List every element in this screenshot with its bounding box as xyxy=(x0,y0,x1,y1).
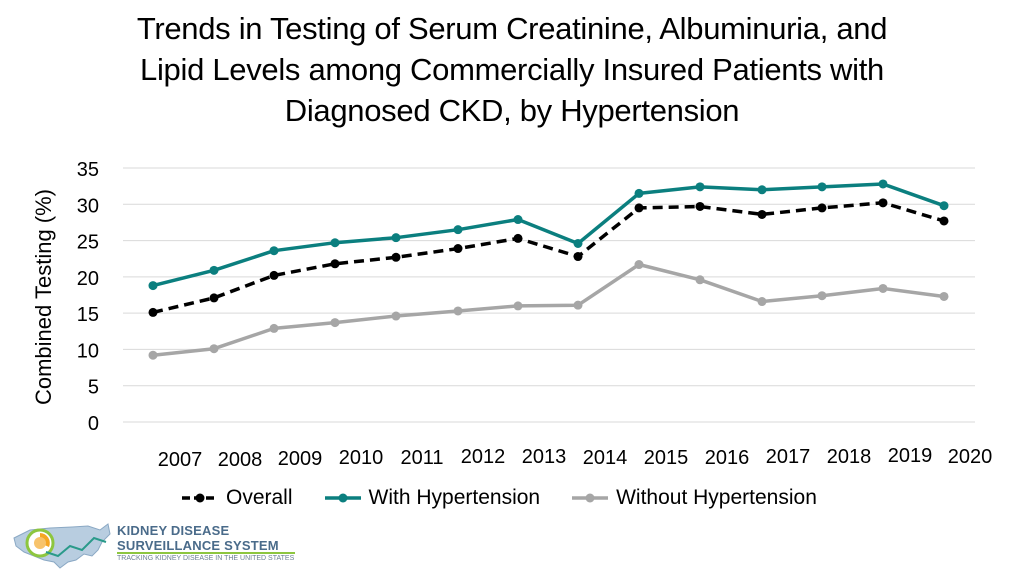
data-point xyxy=(148,350,158,360)
x-tick-label: 2011 xyxy=(400,447,443,469)
legend-swatch-marker xyxy=(195,493,205,503)
data-point xyxy=(453,244,463,254)
data-point xyxy=(817,182,827,192)
x-tick-label: 2019 xyxy=(888,445,933,467)
y-tick-label: 25 xyxy=(77,232,99,254)
legend-label: With Hypertension xyxy=(368,486,541,509)
legend-swatch xyxy=(182,493,218,503)
data-point xyxy=(330,238,340,248)
title-line-1: Trends in Testing of Serum Creatinine, A… xyxy=(136,11,888,46)
data-point xyxy=(209,293,219,303)
data-point xyxy=(695,275,705,285)
data-point xyxy=(634,260,644,270)
legend-item: With Hypertension xyxy=(323,486,541,510)
logo-divider xyxy=(117,552,295,554)
logo-line-3: TRACKING KIDNEY DISEASE IN THE UNITED ST… xyxy=(117,555,295,562)
x-tick-label: 2020 xyxy=(948,446,993,468)
data-point xyxy=(330,318,340,328)
data-point xyxy=(634,203,644,213)
data-point xyxy=(391,233,401,243)
data-point xyxy=(330,259,340,269)
us-map-logo-icon xyxy=(13,523,111,569)
x-tick-label: 2009 xyxy=(278,448,323,470)
legend-swatch-marker xyxy=(338,493,348,503)
data-point xyxy=(878,179,888,189)
y-tick-label: 0 xyxy=(88,413,99,435)
data-point xyxy=(148,307,158,317)
x-tick-label: 2013 xyxy=(522,446,567,468)
data-point xyxy=(513,301,523,311)
data-point xyxy=(634,188,644,198)
data-point xyxy=(878,198,888,208)
x-tick-label: 2017 xyxy=(766,446,811,468)
legend-swatch xyxy=(572,493,609,503)
y-tick-label: 35 xyxy=(77,159,99,181)
y-tick-label: 20 xyxy=(77,268,99,290)
data-point xyxy=(453,225,463,235)
data-point xyxy=(757,209,767,219)
data-point xyxy=(817,291,827,301)
x-tick-label: 2015 xyxy=(644,447,689,469)
data-point xyxy=(573,300,583,310)
title-line-3: Diagnosed CKD, by Hypertension xyxy=(284,93,740,128)
x-tick-label: 2016 xyxy=(705,447,750,469)
y-tick-label: 5 xyxy=(88,377,99,399)
data-point xyxy=(695,182,705,192)
x-tick-label: 2010 xyxy=(339,447,384,469)
data-point xyxy=(148,281,158,291)
x-tick-label: 2018 xyxy=(827,446,872,468)
data-point xyxy=(695,201,705,211)
data-point xyxy=(269,323,279,333)
data-point xyxy=(209,344,219,354)
data-point xyxy=(573,252,583,262)
data-point xyxy=(878,283,888,293)
data-point xyxy=(513,215,523,225)
series-line-with-hypertension xyxy=(152,182,945,288)
data-point xyxy=(817,203,827,213)
data-point xyxy=(939,291,949,301)
data-point xyxy=(391,311,401,321)
data-point xyxy=(573,238,583,248)
series-line-without-hypertension xyxy=(152,262,945,357)
x-tick-label: 2012 xyxy=(461,446,506,468)
data-point xyxy=(757,297,767,307)
chart-title: Trends in Testing of Serum Creatinine, A… xyxy=(40,8,984,131)
legend-label: Without Hypertension xyxy=(616,486,817,509)
data-point xyxy=(209,265,219,275)
data-point xyxy=(269,246,279,256)
data-point xyxy=(391,252,401,262)
legend-item: Overall xyxy=(180,486,293,510)
y-tick-label: 15 xyxy=(77,304,99,326)
title-line-2: Lipid Levels among Commercially Insured … xyxy=(140,52,884,87)
y-tick-label: 10 xyxy=(77,340,99,362)
legend-swatch xyxy=(324,493,361,503)
data-point xyxy=(453,306,463,316)
line-chart: 0 5 10 15 20 25 30 35 2007 2008 2009 2010 2011 2012 20… xyxy=(77,159,993,471)
logo-line-1: KIDNEY DISEASE xyxy=(117,523,230,538)
kdss-logo: KIDNEY DISEASE SURVEILLANCE SYSTEM TRACK… xyxy=(10,516,300,572)
data-point xyxy=(757,185,767,195)
data-point xyxy=(939,216,949,226)
data-point xyxy=(513,233,523,243)
legend-item: Without Hypertension xyxy=(570,486,817,510)
x-tick-label: 2014 xyxy=(583,447,628,469)
x-tick-label: 2008 xyxy=(218,449,263,471)
data-point xyxy=(939,201,949,211)
legend-label: Overall xyxy=(226,486,293,509)
data-point xyxy=(269,270,279,280)
x-tick-label: 2007 xyxy=(158,449,203,471)
legend-swatch-marker xyxy=(585,493,595,503)
logo-line-2: SURVEILLANCE SYSTEM xyxy=(117,538,279,553)
chart-legend: Overall With Hypertension Without Hyperten… xyxy=(180,486,847,510)
series-line-overall xyxy=(152,201,945,315)
y-tick-label: 30 xyxy=(77,195,99,217)
